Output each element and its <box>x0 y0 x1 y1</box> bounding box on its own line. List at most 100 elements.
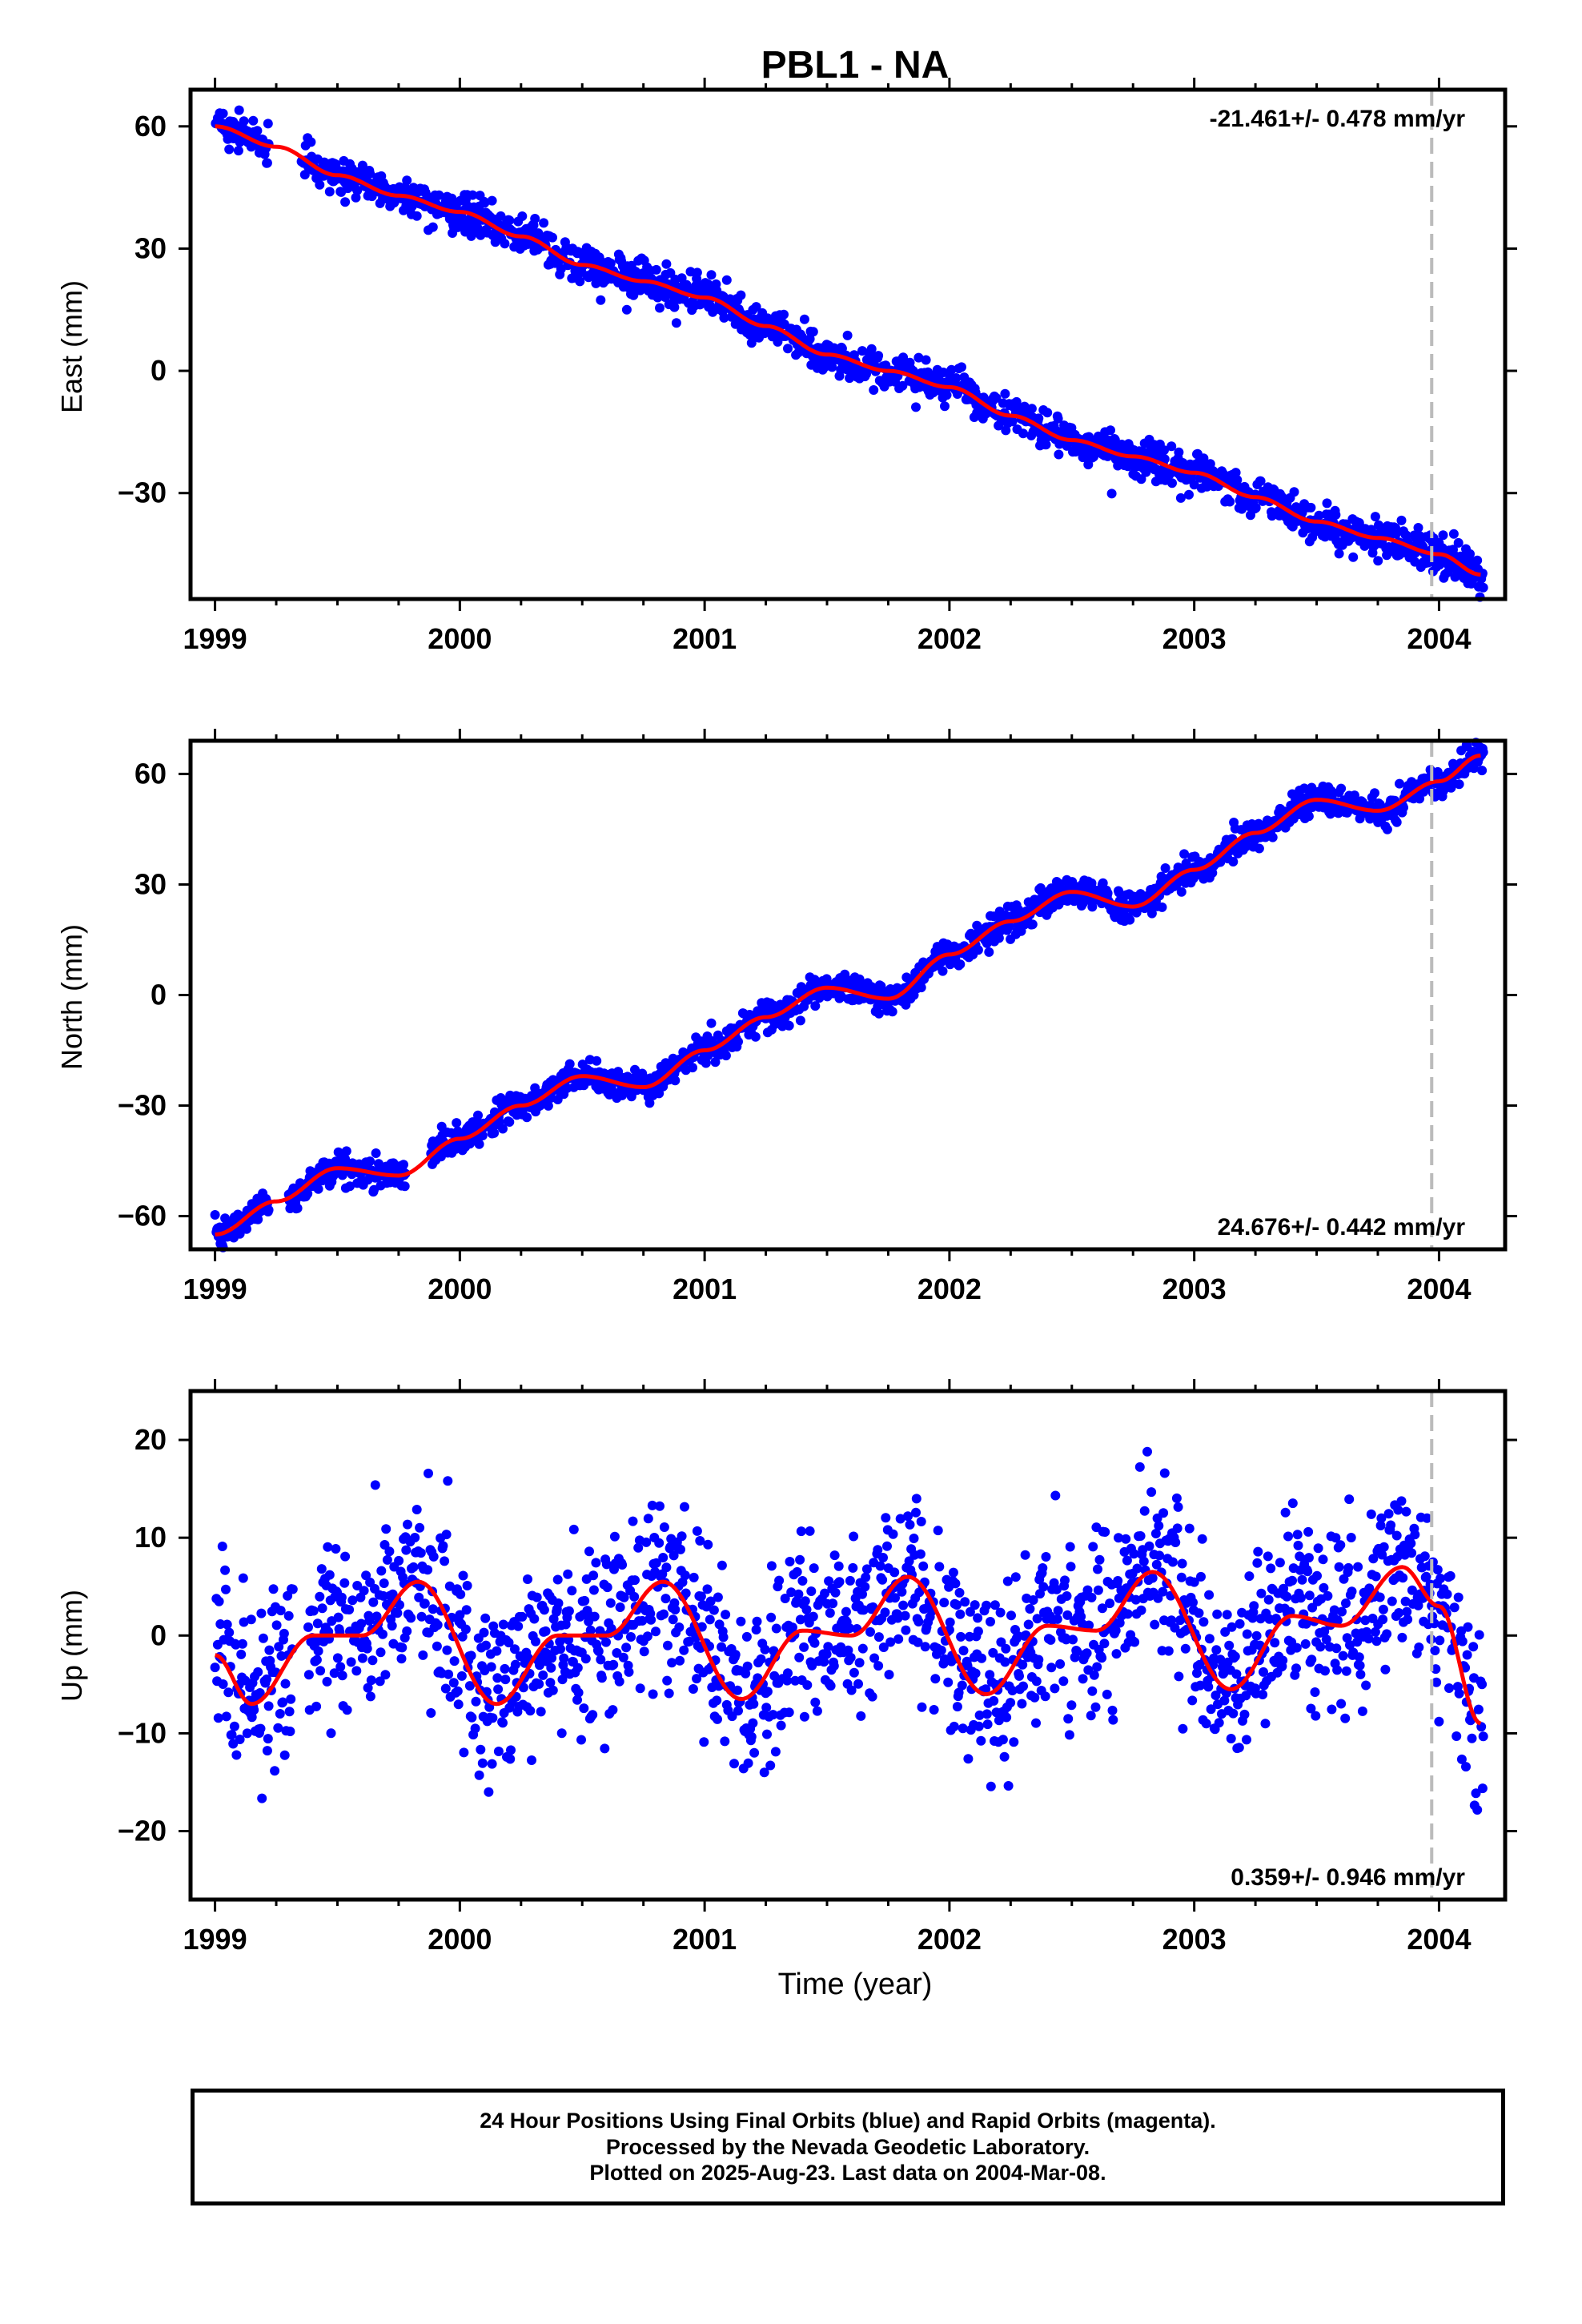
east-point <box>721 275 732 285</box>
up-point <box>628 1516 638 1526</box>
up-point <box>918 1561 929 1571</box>
east-point <box>1053 413 1063 424</box>
east-y-tick-label: −30 <box>118 476 167 509</box>
up-point <box>654 1538 665 1548</box>
up-point <box>943 1677 954 1687</box>
up-point <box>326 1728 336 1739</box>
up-point <box>275 1709 285 1719</box>
up-point <box>1046 1634 1056 1645</box>
up-point <box>1371 1571 1381 1582</box>
up-point <box>1226 1734 1236 1743</box>
up-point <box>1102 1689 1112 1699</box>
up-point <box>580 1595 590 1606</box>
up-point <box>1343 1562 1354 1573</box>
up-point <box>1291 1642 1302 1653</box>
east-point <box>669 302 680 312</box>
east-point <box>1189 480 1199 490</box>
up-point <box>1180 1643 1191 1654</box>
up-point <box>517 1611 528 1622</box>
north-point <box>263 1204 274 1215</box>
up-point <box>1387 1596 1397 1606</box>
east-point <box>1166 441 1177 452</box>
up-point <box>689 1572 699 1582</box>
up-point <box>746 1731 757 1742</box>
east-point <box>1199 453 1209 464</box>
east-x-tick-label: 1999 <box>183 622 247 655</box>
up-point <box>934 1562 945 1572</box>
up-point <box>889 1567 900 1578</box>
up-point <box>591 1558 601 1568</box>
up-point <box>279 1628 289 1638</box>
up-point <box>576 1735 586 1745</box>
up-point <box>381 1524 391 1534</box>
up-point <box>1003 1781 1014 1791</box>
up-point <box>809 1638 820 1648</box>
east-point <box>651 264 661 275</box>
up-point <box>861 1572 871 1582</box>
up-point <box>493 1747 504 1756</box>
up-point <box>397 1642 408 1653</box>
up-point <box>588 1710 598 1720</box>
up-point <box>948 1567 958 1578</box>
up-point <box>760 1644 770 1655</box>
up-point <box>1138 1556 1149 1566</box>
up-point <box>1089 1670 1099 1680</box>
up-point <box>1346 1533 1356 1542</box>
up-point <box>1287 1575 1297 1586</box>
up-point <box>474 1770 484 1780</box>
east-point <box>1225 497 1235 507</box>
north-point <box>733 1036 743 1047</box>
up-point <box>1203 1682 1214 1692</box>
up-point <box>1311 1711 1321 1721</box>
up-point <box>617 1560 628 1570</box>
up-point <box>797 1576 808 1586</box>
up-point <box>799 1711 809 1722</box>
east-plot-frame <box>188 87 1508 601</box>
north-point <box>473 1110 483 1120</box>
up-point <box>403 1519 412 1530</box>
north-point <box>400 1181 410 1192</box>
up-point <box>359 1586 369 1596</box>
up-point <box>460 1624 471 1634</box>
up-point <box>793 1589 804 1599</box>
up-point <box>1146 1487 1157 1498</box>
up-point <box>939 1598 950 1608</box>
up-point <box>749 1699 759 1709</box>
east-point <box>808 327 818 337</box>
east-point <box>428 222 438 232</box>
up-point <box>467 1712 477 1723</box>
east-point <box>1413 523 1423 533</box>
east-point <box>630 267 640 276</box>
up-point <box>375 1647 386 1658</box>
up-point <box>1065 1542 1075 1552</box>
up-point <box>492 1646 502 1656</box>
up-point <box>580 1654 591 1664</box>
up-point <box>420 1598 430 1609</box>
east-point <box>719 312 729 323</box>
up-point <box>982 1719 993 1730</box>
up-point <box>609 1531 620 1542</box>
east-fit-line <box>215 124 1481 577</box>
up-point <box>335 1662 346 1672</box>
east-point <box>1348 552 1359 562</box>
up-point <box>900 1610 910 1621</box>
up-point <box>1064 1730 1074 1740</box>
up-point <box>487 1759 497 1769</box>
up-point <box>1088 1542 1098 1552</box>
up-point <box>218 1679 228 1689</box>
up-point <box>663 1640 673 1651</box>
up-point <box>867 1691 877 1702</box>
up-point <box>774 1575 785 1586</box>
up-point <box>880 1607 890 1618</box>
up-point <box>344 1605 355 1614</box>
up-point <box>1432 1565 1443 1575</box>
up-point <box>929 1705 939 1715</box>
up-point <box>442 1645 452 1655</box>
up-point <box>227 1730 237 1740</box>
up-point <box>408 1562 419 1572</box>
up-point <box>877 1574 888 1585</box>
up-point <box>1093 1585 1103 1595</box>
up-point <box>995 1607 1006 1618</box>
up-point <box>1086 1592 1097 1602</box>
up-point <box>1170 1538 1181 1547</box>
